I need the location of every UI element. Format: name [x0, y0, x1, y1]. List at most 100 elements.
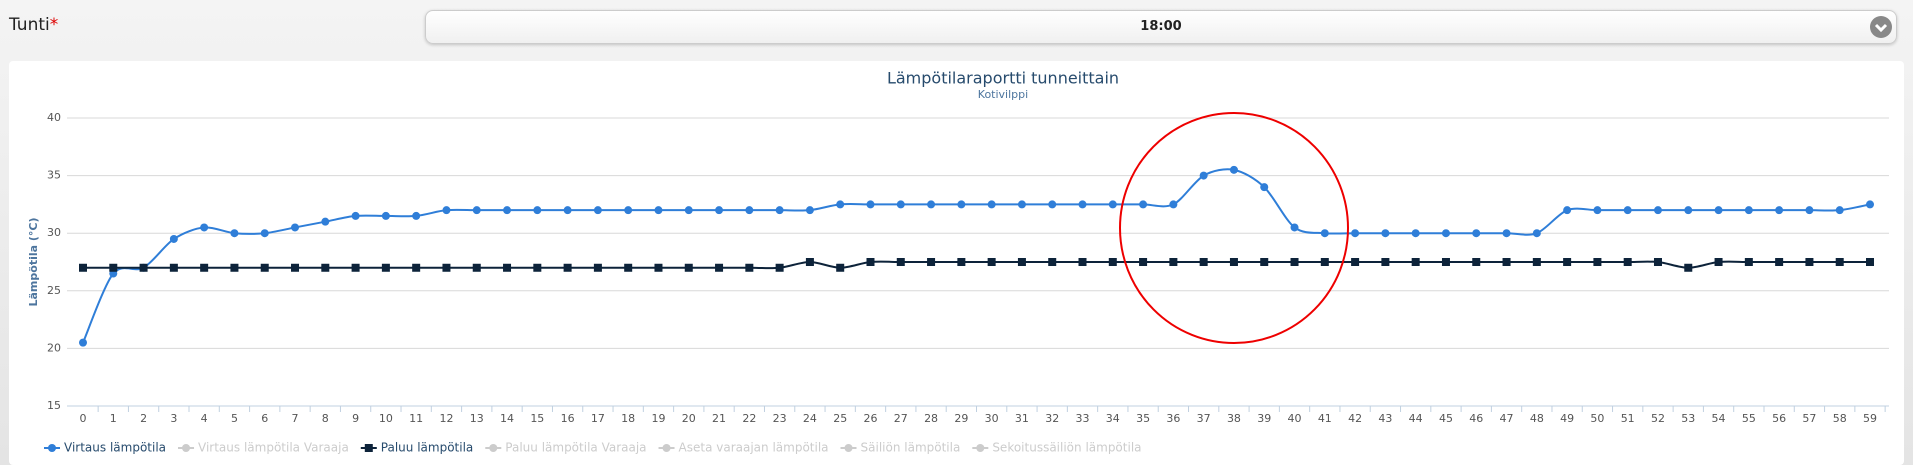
- point: [1169, 200, 1178, 209]
- point: [1563, 206, 1572, 215]
- point: [1623, 258, 1632, 266]
- point: [1411, 258, 1420, 266]
- point: [1623, 206, 1632, 215]
- y-tick-label: 15: [47, 399, 61, 412]
- point: [1775, 206, 1784, 215]
- point: [1229, 165, 1238, 174]
- x-tick-label: 46: [1469, 412, 1483, 425]
- point: [593, 263, 602, 272]
- x-tick-label: 2: [140, 412, 147, 425]
- point: [987, 258, 996, 266]
- legend-item[interactable]: Aseta varaajan lämpötila: [658, 441, 829, 455]
- legend-item[interactable]: Virtaus lämpötila: [44, 441, 166, 455]
- point: [1320, 258, 1329, 266]
- x-tick-label: 22: [742, 412, 756, 425]
- point: [260, 229, 269, 238]
- x-tick-label: 56: [1772, 412, 1786, 425]
- point: [442, 206, 451, 215]
- point: [351, 263, 360, 272]
- x-tick-label: 6: [261, 412, 268, 425]
- point: [169, 263, 178, 272]
- point: [1866, 258, 1874, 266]
- point: [1472, 229, 1481, 238]
- point: [866, 258, 875, 266]
- point: [1351, 258, 1360, 266]
- legend-item[interactable]: Paluu lämpötila: [360, 441, 473, 455]
- point: [1381, 258, 1390, 266]
- x-tick-label: 23: [773, 412, 787, 425]
- point: [1441, 258, 1450, 266]
- point: [563, 206, 572, 215]
- point: [896, 200, 905, 209]
- x-tick-label: 9: [352, 412, 359, 425]
- point: [1229, 258, 1238, 266]
- hour-select[interactable]: 18:00: [425, 10, 1897, 44]
- series-line: [82, 168, 1871, 344]
- x-tick-label: 34: [1106, 412, 1120, 425]
- x-tick-label: 30: [985, 412, 999, 425]
- point: [169, 234, 178, 243]
- legend-label: Virtaus lämpötila Varaaja: [198, 441, 349, 455]
- point: [200, 263, 209, 272]
- legend-item[interactable]: Virtaus lämpötila Varaaja: [178, 441, 349, 455]
- point: [836, 263, 845, 272]
- x-tick-label: 7: [292, 412, 299, 425]
- point: [109, 263, 118, 272]
- point: [684, 263, 693, 272]
- highlight-circle: [1119, 112, 1349, 344]
- dropdown-icon: [1870, 16, 1892, 38]
- point: [1472, 258, 1481, 266]
- chart-title: Lämpötilaraportti tunneittain: [887, 69, 1119, 88]
- legend-symbol: [489, 444, 498, 452]
- legend-item[interactable]: Sekoitussäiliön lämpötila: [972, 441, 1142, 455]
- point: [684, 206, 693, 215]
- x-tick-label: 51: [1621, 412, 1635, 425]
- point: [1290, 258, 1299, 266]
- label-text: Tunti: [9, 15, 50, 35]
- point: [1108, 258, 1117, 266]
- x-tick-label: 37: [1197, 412, 1211, 425]
- x-tick-label: 40: [1288, 412, 1302, 425]
- point: [775, 263, 784, 272]
- x-tick-label: 17: [591, 412, 605, 425]
- x-tick-label: 38: [1227, 412, 1241, 425]
- point: [1744, 206, 1753, 215]
- point: [1078, 200, 1087, 209]
- x-tick-label: 39: [1257, 412, 1271, 425]
- x-tick-label: 41: [1318, 412, 1332, 425]
- point: [987, 200, 996, 209]
- x-tick-label: 18: [621, 412, 635, 425]
- required-mark: *: [49, 15, 59, 35]
- x-tick-label: 14: [500, 412, 514, 425]
- legend-item[interactable]: Paluu lämpötila Varaaja: [485, 441, 647, 455]
- x-tick-label: 8: [322, 412, 329, 425]
- point: [260, 263, 269, 272]
- point: [1684, 263, 1693, 272]
- x-tick-label: 31: [1015, 412, 1029, 425]
- x-tick-label: 58: [1833, 412, 1847, 425]
- x-tick-label: 57: [1802, 412, 1816, 425]
- point: [1593, 206, 1602, 215]
- x-tick-label: 48: [1530, 412, 1544, 425]
- point: [533, 206, 542, 215]
- legend-item[interactable]: Säiliön lämpötila: [840, 441, 961, 455]
- chart-subtitle: Kotivilppi: [978, 88, 1028, 101]
- point: [624, 206, 633, 215]
- legend-symbol: [364, 444, 373, 452]
- legend-label: Aseta varaajan lämpötila: [679, 441, 829, 455]
- point: [1714, 258, 1723, 266]
- point: [200, 223, 209, 232]
- point: [624, 263, 633, 272]
- x-tick-label: 5: [231, 412, 238, 425]
- point: [1139, 200, 1148, 209]
- point: [1502, 229, 1511, 238]
- point: [775, 206, 784, 215]
- x-tick-label: 42: [1348, 412, 1362, 425]
- point: [1593, 258, 1602, 266]
- x-tick-label: 26: [863, 412, 877, 425]
- point: [381, 211, 390, 220]
- series-line: [82, 260, 1870, 270]
- y-tick-label: 35: [47, 169, 61, 182]
- point: [1805, 258, 1814, 266]
- y-tick-label: 40: [47, 111, 61, 124]
